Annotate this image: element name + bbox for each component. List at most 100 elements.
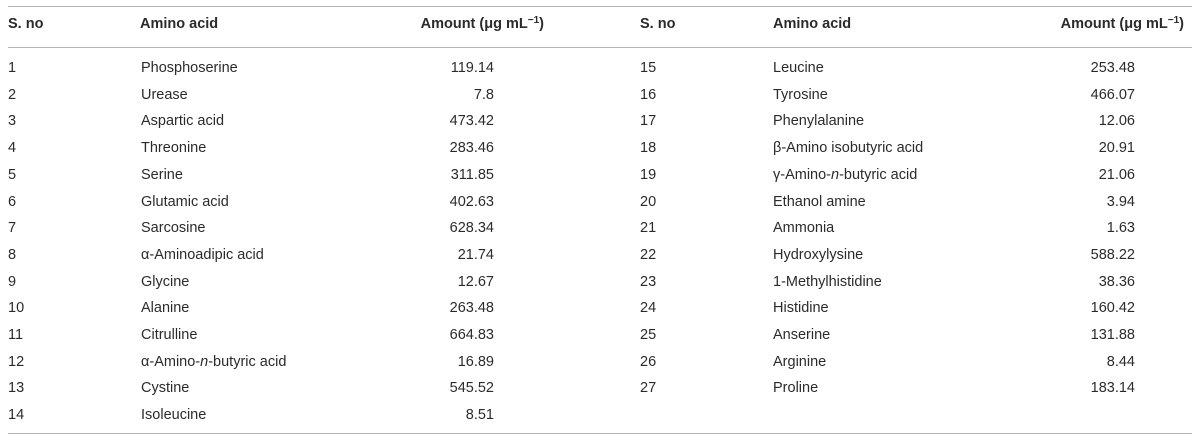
amino-acid-name: 1-Methylhistidine (773, 273, 882, 290)
name-suffix: -butyric acid (839, 166, 918, 183)
row-number: 10 (8, 300, 25, 317)
amount-value: 8.44 (1106, 353, 1135, 370)
row-number: 17 (640, 113, 657, 130)
row-number: 24 (640, 300, 657, 317)
name-italic: n (200, 353, 209, 370)
header-sno-left: S. no (8, 16, 44, 32)
amount-value: 119.14 (450, 60, 494, 76)
row-number: 5 (8, 166, 17, 183)
row-number: 25 (640, 327, 657, 343)
header-amount-text: Amount (μg mL (420, 16, 528, 32)
amount-value: 16.89 (457, 353, 494, 370)
amino-acid-name: Ammonia (773, 220, 835, 237)
header-amino-acid-right: Amino acid (773, 16, 852, 32)
row-number: 3 (8, 113, 17, 130)
amount-value: 466.07 (1090, 86, 1135, 103)
amount-value: 3.94 (1106, 193, 1135, 210)
amount-value: 21.74 (457, 246, 494, 263)
header-amount-exponent: −1 (1167, 15, 1180, 26)
amino-acid-name: Anserine (773, 327, 831, 343)
table-row: 17 Phenylalanine 12.06 (0, 112, 1200, 138)
amount-value: 588.22 (1090, 246, 1135, 263)
row-number: 4 (8, 140, 17, 157)
row-number: 12 (8, 353, 25, 370)
header-rule (8, 47, 1192, 48)
amount-value: 20.91 (1098, 140, 1135, 157)
amino-acid-name: Glycine (141, 273, 190, 290)
amino-acid-name: Citrulline (141, 327, 198, 343)
table-row: 22 Hydroxylysine 588.22 (0, 246, 1200, 272)
amino-acid-name: Tyrosine (773, 86, 828, 103)
row-number: 7 (8, 220, 17, 237)
row-number: 6 (8, 193, 17, 210)
row-number: 1 (8, 60, 17, 76)
row-number: 21 (640, 220, 657, 237)
amount-value: 183.14 (1090, 380, 1135, 397)
header-amount-exponent: −1 (527, 15, 540, 26)
amount-value: 8.51 (465, 407, 494, 424)
row-number: 18 (640, 140, 657, 157)
amount-value: 283.46 (449, 140, 494, 157)
amino-acid-name: Proline (773, 380, 819, 397)
row-number: 20 (640, 193, 657, 210)
header-amount-left: Amount (μg mL−1) (420, 15, 544, 33)
row-number: 13 (8, 380, 25, 397)
name-italic: n (831, 166, 840, 183)
amino-acid-name: Histidine (773, 300, 829, 317)
header-amount-close: ) (1179, 16, 1184, 32)
table-row: 2 Urease 7.8 (0, 86, 1200, 112)
amino-acid-name: Hydroxylysine (773, 246, 864, 263)
table-row: 11 Citrulline 664.83 (0, 326, 1200, 352)
name-prefix: γ-Amino- (773, 166, 832, 183)
table-row: 20 Ethanol amine 3.94 (0, 193, 1200, 219)
row-number: 26 (640, 353, 657, 370)
amino-acid-name: Isoleucine (141, 407, 207, 424)
row-number: 15 (640, 60, 657, 76)
name-suffix: -butyric acid (208, 353, 287, 370)
amino-acid-name: Threonine (141, 140, 207, 157)
top-rule (8, 6, 1192, 7)
table-row: 16 Tyrosine 466.07 (0, 86, 1200, 112)
table-row: 12 α-Amino-n-butyric acid 16.89 (0, 353, 1200, 379)
row-number: 22 (640, 246, 657, 263)
row-number: 9 (8, 273, 17, 290)
row-number: 2 (8, 86, 17, 103)
table-row: 27 Proline 183.14 (0, 379, 1200, 405)
row-number: 16 (640, 86, 657, 103)
amino-acid-name: Leucine (773, 60, 824, 76)
amount-value: 311.85 (450, 166, 494, 183)
amount-value: 628.34 (449, 220, 494, 237)
table-row: 15 Leucine 253.48 (0, 59, 1200, 85)
header-amount-text: Amount (μg mL (1060, 16, 1168, 32)
table-row: 7 Sarcosine 628.34 (0, 219, 1200, 245)
amino-acid-name: Phosphoserine (141, 60, 238, 76)
table-row: 10 Alanine 263.48 (0, 299, 1200, 325)
bottom-rule (8, 433, 1192, 434)
header-sno-right: S. no (640, 16, 676, 32)
amount-value: 402.63 (449, 193, 494, 210)
table-row: 9 Glycine 12.67 (0, 273, 1200, 299)
amino-acid-name: Serine (141, 166, 183, 183)
amino-acid-name: Ethanol amine (773, 193, 866, 210)
row-number: 8 (8, 246, 17, 263)
table-row: 5 Serine 311.85 (0, 166, 1200, 192)
amount-value: 21.06 (1098, 166, 1135, 183)
amount-value: 1.63 (1106, 220, 1135, 237)
table-row: 1 Phosphoserine 119.14 (0, 59, 1200, 85)
amino-acid-name: α-Aminoadipic acid (141, 246, 264, 263)
amino-acid-name: Phenylalanine (773, 113, 865, 130)
table-row: 14 Isoleucine 8.51 (0, 406, 1200, 432)
amount-value: 473.42 (449, 113, 494, 130)
amount-value: 160.42 (1090, 300, 1135, 317)
table-row: 18 β-Amino isobutyric acid 20.91 (0, 139, 1200, 165)
header-amount-close: ) (539, 16, 544, 32)
amount-value: 12.06 (1098, 113, 1135, 130)
amount-value: 263.48 (449, 300, 494, 317)
amino-acid-name: Aspartic acid (141, 113, 225, 130)
amount-value: 12.67 (457, 273, 494, 290)
amount-value: 664.83 (449, 327, 494, 343)
amino-acid-name: Alanine (141, 300, 190, 317)
amino-acid-name: α-Amino-n-butyric acid (141, 353, 286, 371)
row-number: 11 (8, 327, 24, 343)
